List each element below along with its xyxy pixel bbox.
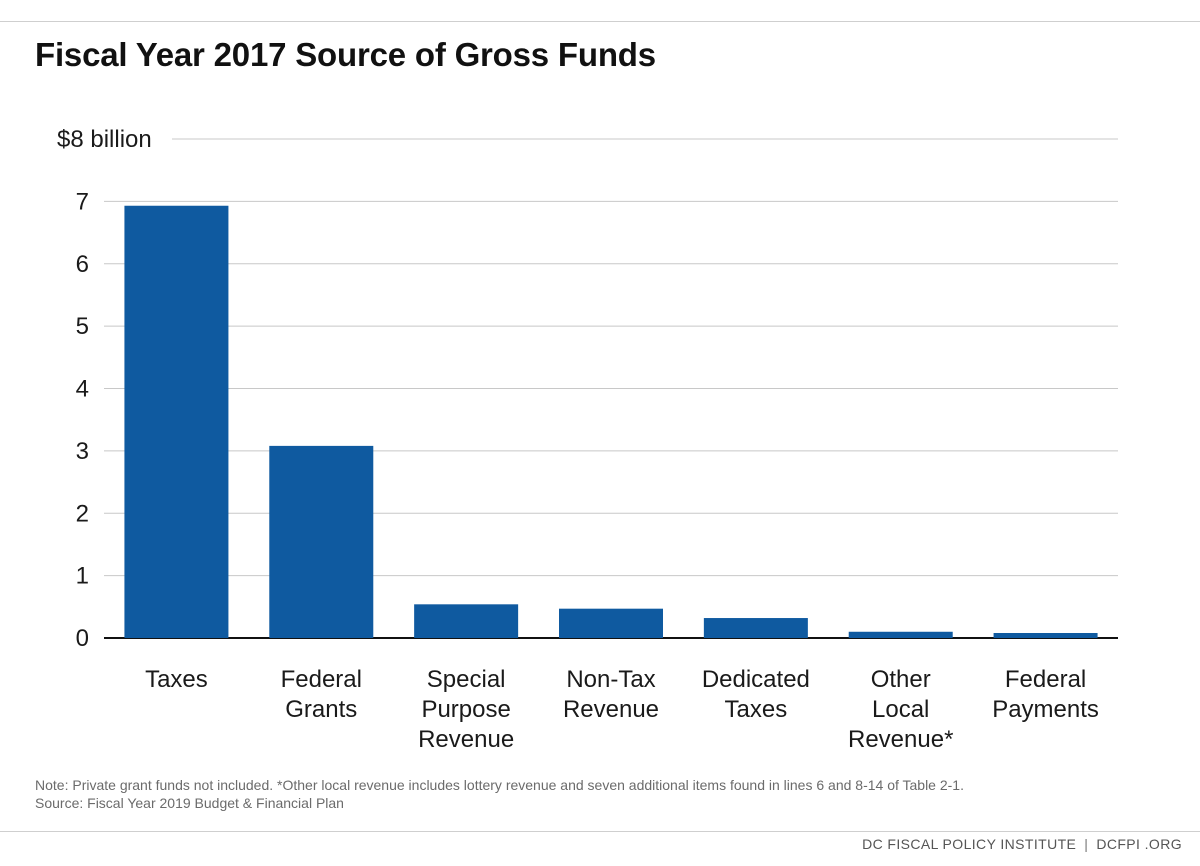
x-tick-label: Federal Payments <box>992 666 1099 723</box>
bar <box>993 633 1098 638</box>
y-tick-label: 0 <box>76 625 89 652</box>
y-axis-ticks: 0 1 2 3 4 5 6 7 $8 billion <box>57 126 152 652</box>
bar <box>559 608 663 638</box>
x-tick-label: Federal Grants <box>281 666 362 723</box>
x-tick-label: Non-Tax Revenue <box>563 666 659 723</box>
x-tick-label-line: Taxes <box>145 666 208 693</box>
x-tick-label-line: Revenue <box>418 726 514 753</box>
x-tick-label-line: Other <box>871 666 931 693</box>
bottom-rule <box>0 831 1200 832</box>
source-text: Source: Fiscal Year 2019 Budget & Financ… <box>35 795 344 811</box>
x-tick-label-line: Revenue* <box>848 726 953 753</box>
x-tick-label-line: Special <box>427 666 506 693</box>
bar <box>848 631 953 638</box>
bars <box>124 205 1098 638</box>
y-tick-label: 5 <box>76 313 89 340</box>
x-tick-label-line: Dedicated <box>702 666 810 693</box>
y-tick-label: 7 <box>76 188 89 215</box>
bar <box>703 618 808 638</box>
bar <box>124 205 229 638</box>
x-tick-label: Taxes <box>145 666 208 693</box>
x-tick-label-line: Federal <box>1005 666 1086 693</box>
x-tick-label-line: Local <box>872 696 929 723</box>
y-tick-label: 4 <box>76 376 89 403</box>
x-tick-label-line: Payments <box>992 696 1099 723</box>
gridlines <box>104 138 1118 639</box>
y-tick-label: 6 <box>76 251 89 278</box>
footer: DC FISCAL POLICY INSTITUTE | DCFPI .ORG <box>862 836 1182 852</box>
footer-site: DCFPI .ORG <box>1096 836 1182 852</box>
note-text: Note: Private grant funds not included. … <box>35 777 964 793</box>
x-tick-label-line: Revenue <box>563 696 659 723</box>
bar <box>414 604 519 638</box>
y-tick-label: $8 billion <box>57 126 152 153</box>
x-tick-label-line: Grants <box>285 696 357 723</box>
bar <box>269 445 374 638</box>
x-tick-label: Dedicated Taxes <box>702 666 810 723</box>
x-tick-label-line: Non-Tax <box>566 666 655 693</box>
y-tick-label: 3 <box>76 438 89 465</box>
footer-separator: | <box>1084 836 1089 852</box>
top-rule <box>0 21 1200 22</box>
bar-chart: 0 1 2 3 4 5 6 7 $8 billion Taxes Federal Grants Spe… <box>57 126 1118 753</box>
x-tick-label: Special Purpose Revenue <box>418 666 514 753</box>
y-tick-label: 1 <box>76 563 89 590</box>
chart-title: Fiscal Year 2017 Source of Gross Funds <box>35 36 656 73</box>
x-tick-label: Other Local Revenue* <box>848 666 953 753</box>
y-tick-label: 2 <box>76 500 89 527</box>
footer-org: DC FISCAL POLICY INSTITUTE <box>862 836 1077 852</box>
x-tick-label-line: Federal <box>281 666 362 693</box>
x-tick-label-line: Purpose <box>421 696 510 723</box>
chart-note: Note: Private grant funds not included. … <box>35 776 964 812</box>
x-tick-label-line: Taxes <box>725 696 788 723</box>
